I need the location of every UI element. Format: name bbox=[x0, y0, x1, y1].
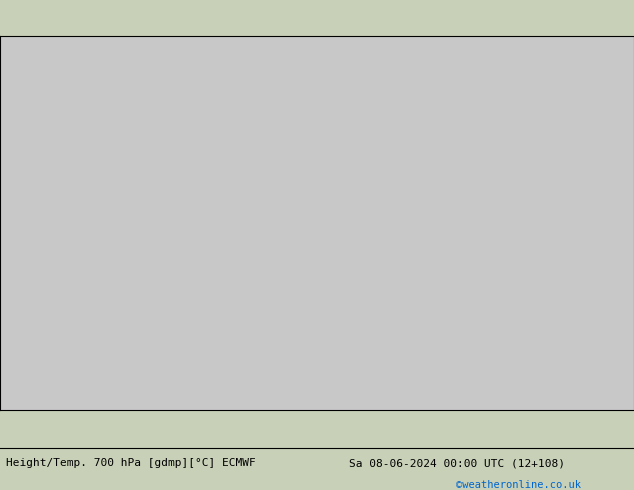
Text: Sa 08-06-2024 00:00 UTC (12+108): Sa 08-06-2024 00:00 UTC (12+108) bbox=[349, 458, 565, 468]
Text: Height/Temp. 700 hPa [gdmp][°C] ECMWF: Height/Temp. 700 hPa [gdmp][°C] ECMWF bbox=[6, 458, 256, 468]
Text: ©weatheronline.co.uk: ©weatheronline.co.uk bbox=[456, 480, 581, 490]
